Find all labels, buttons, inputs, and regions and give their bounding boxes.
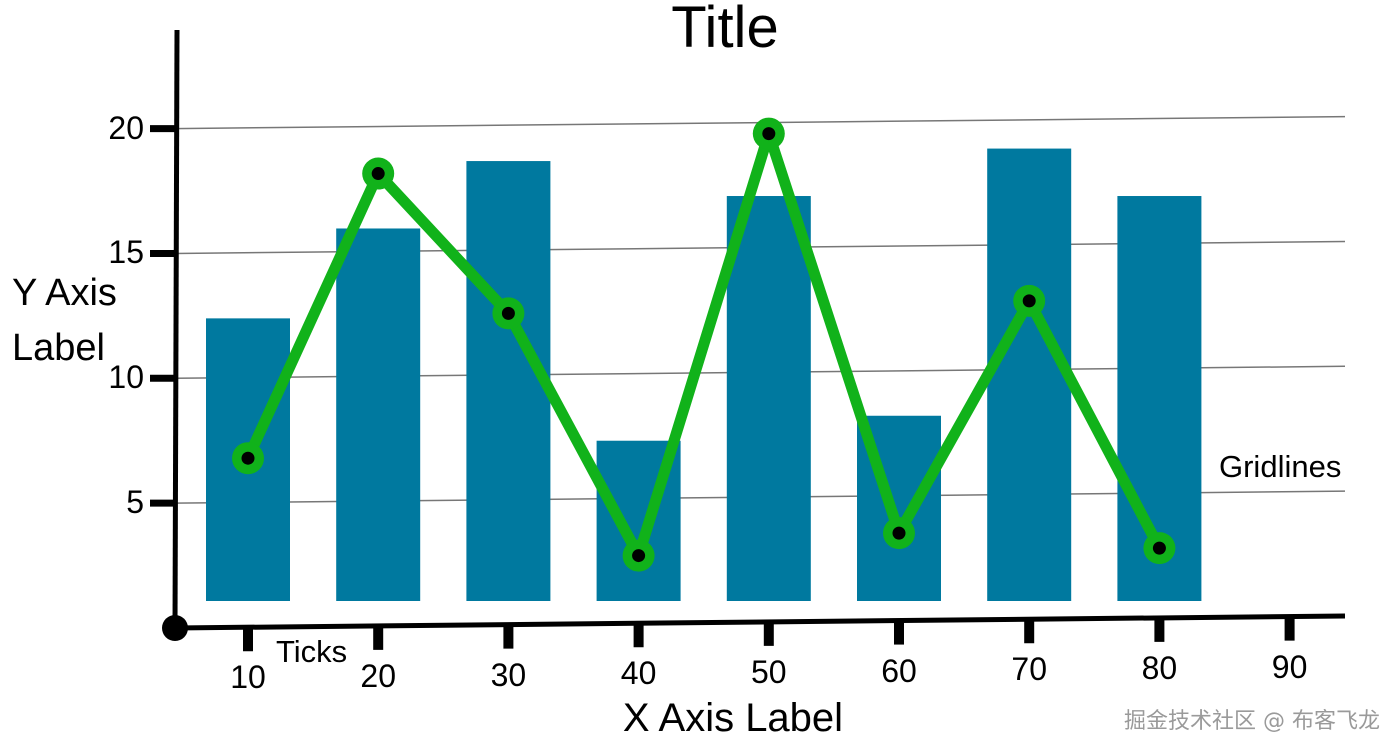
- x-tick-label: 50: [751, 653, 787, 690]
- line-point-center: [762, 127, 776, 141]
- x-tick-label: 40: [620, 655, 657, 692]
- x-tick-label: 30: [490, 656, 527, 693]
- x-tick-label: 80: [1141, 649, 1178, 686]
- chart-title: Title: [671, 0, 779, 60]
- line-point-center: [1022, 294, 1036, 308]
- y-tick-label: 5: [126, 484, 144, 521]
- x-tick-label: 90: [1271, 648, 1308, 685]
- x-axis-line: [174, 613, 1346, 631]
- x-tick-label: 70: [1011, 651, 1047, 688]
- line-series: [242, 128, 1165, 562]
- y-tick-label: 10: [108, 359, 144, 396]
- line-point-center: [241, 451, 255, 465]
- line-point-center: [892, 526, 906, 540]
- y-tick-label: 20: [108, 109, 144, 146]
- bar: [726, 196, 811, 602]
- x-axis-label: X Axis Label: [622, 696, 844, 740]
- bar: [987, 148, 1072, 602]
- ticks-annotation: Ticks: [276, 634, 348, 669]
- line-point-center: [1152, 541, 1166, 555]
- bar: [336, 228, 421, 602]
- x-tick-label: 10: [230, 659, 266, 696]
- y-tick-label: 15: [108, 234, 144, 271]
- line-point-center: [632, 549, 646, 563]
- gridlines-annotation: Gridlines: [1219, 449, 1342, 484]
- origin-dot: [162, 615, 188, 641]
- y-axis-label-text: Y Axis Label: [12, 272, 117, 369]
- y-axis-line: [172, 29, 180, 629]
- bar: [466, 161, 551, 601]
- line-point-center: [501, 306, 515, 320]
- x-tick-label: 20: [360, 657, 396, 694]
- y-axis-label: Y Axis Label: [12, 266, 142, 376]
- watermark: 掘金技术社区 @ 布客飞龙: [1124, 709, 1380, 734]
- x-tick-label: 60: [881, 652, 917, 689]
- line-point-center: [371, 167, 385, 181]
